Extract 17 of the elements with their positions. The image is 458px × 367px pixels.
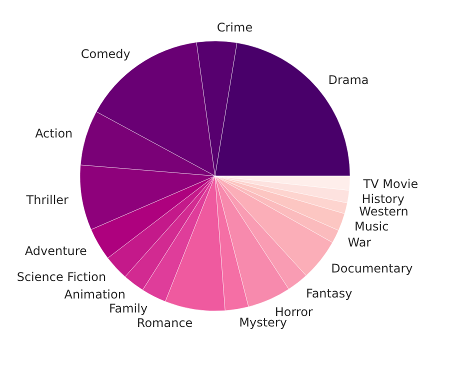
slice-label: Family [108, 301, 148, 316]
slice-label: Animation [64, 287, 126, 302]
slice-label: Adventure [24, 244, 87, 258]
slice-label: Music [354, 220, 389, 234]
slice-label: Drama [328, 72, 369, 87]
slice-label: Fantasy [306, 286, 352, 300]
slice-label: TV Movie [362, 176, 418, 191]
slice-label: Thriller [25, 193, 69, 208]
slice-label: Action [35, 126, 73, 141]
slice-label: Comedy [80, 46, 130, 61]
slice-label: Romance [136, 316, 193, 330]
slice-label: History [362, 192, 404, 206]
slice-label: Documentary [331, 261, 413, 276]
slice-label: Crime [216, 20, 253, 35]
slice-label: Western [359, 204, 408, 219]
slice-label: War [348, 236, 372, 250]
slice-label: Science Fiction [16, 270, 106, 284]
